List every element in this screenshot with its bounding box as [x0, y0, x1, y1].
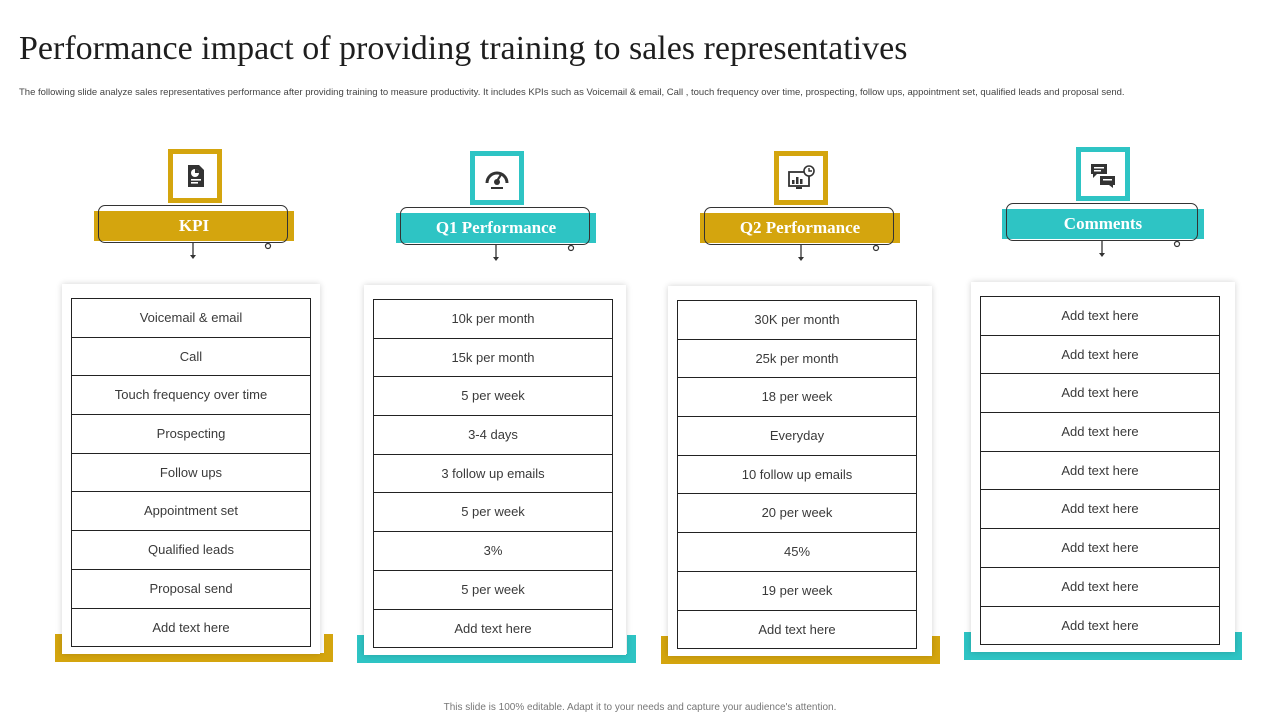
column-kpi: KPI Voicemail & email Call Touch frequen… — [55, 0, 356, 720]
table-cell: 3% — [374, 532, 612, 571]
column-q1-performance: Q1 Performance 10k per month 15k per mon… — [357, 0, 658, 720]
comments-table: Add text here Add text here Add text her… — [980, 296, 1220, 646]
kpi-card: Voicemail & email Call Touch frequency o… — [62, 284, 320, 654]
table-cell: Qualified leads — [72, 531, 310, 570]
table-cell: Add text here — [981, 413, 1219, 452]
kpi-table: Voicemail & email Call Touch frequency o… — [71, 298, 311, 648]
q2-heading: Q2 Performance — [739, 218, 861, 237]
q2-accent-frame — [661, 636, 940, 664]
table-cell: Touch frequency over time — [72, 376, 310, 416]
table-cell: Add text here — [981, 452, 1219, 491]
table-cell: 45% — [678, 533, 916, 572]
table-cell: Add text here — [981, 297, 1219, 336]
monitor-analytics-icon — [788, 165, 815, 189]
comments-connector — [1099, 241, 1181, 257]
table-cell: 25k per month — [678, 340, 916, 379]
q2-icon-box — [774, 151, 828, 205]
table-cell: 20 per week — [678, 494, 916, 534]
table-cell: Voicemail & email — [72, 299, 310, 338]
comments-card: Add text here Add text here Add text her… — [971, 282, 1235, 652]
page-footer: This slide is 100% editable. Adapt it to… — [443, 702, 837, 713]
q1-heading-banner: Q1 Performance — [396, 213, 596, 243]
q2-heading-banner: Q2 Performance — [700, 213, 900, 243]
table-cell: 5 per week — [374, 493, 612, 533]
kpi-icon-box — [168, 149, 222, 203]
speedometer-icon — [485, 171, 509, 189]
chat-bubbles-icon — [1091, 164, 1115, 188]
q2-table: 30K per month 25k per month 18 per week … — [677, 300, 917, 650]
table-cell: Add text here — [758, 621, 836, 637]
table-cell: Add text here — [981, 374, 1219, 414]
comments-heading: Comments — [1063, 214, 1143, 233]
kpi-heading: KPI — [178, 216, 210, 235]
table-cell: Call — [72, 338, 310, 377]
table-cell: Add text here — [1061, 617, 1139, 633]
comments-icon-box — [1076, 147, 1130, 201]
q2-connector — [798, 245, 880, 261]
table-cell: Everyday — [678, 417, 916, 456]
page-subtitle: The following slide analyze sales repres… — [19, 87, 1125, 98]
q1-heading: Q1 Performance — [435, 218, 557, 237]
table-cell: 3-4 days — [374, 416, 612, 455]
table-cell: 19 per week — [678, 572, 916, 611]
q1-connector — [493, 245, 575, 261]
table-cell: 10k per month — [374, 300, 612, 339]
table-cell: 5 per week — [374, 571, 612, 610]
q1-accent-frame — [357, 635, 636, 663]
table-cell: 18 per week — [678, 378, 916, 418]
column-comments: Comments Add text here Add text here Add… — [964, 0, 1264, 720]
q1-icon-box — [470, 151, 524, 205]
table-cell: Add text here — [152, 619, 230, 635]
kpi-heading-banner: KPI — [94, 211, 294, 241]
table-cell: Prospecting — [72, 415, 310, 454]
table-cell: 30K per month — [678, 301, 916, 340]
page-title: Performance impact of providing training… — [19, 30, 908, 67]
table-cell: 10 follow up emails — [678, 456, 916, 495]
table-cell: Proposal send — [72, 570, 310, 609]
q1-card: 10k per month 15k per month 5 per week 3… — [364, 285, 626, 655]
table-cell: 5 per week — [374, 377, 612, 417]
column-q2-performance: Q2 Performance 30K per month 25k per mon… — [661, 0, 962, 720]
comments-accent-frame — [964, 632, 1242, 660]
table-cell: Add text here — [981, 490, 1219, 530]
report-document-icon — [188, 165, 204, 187]
table-cell: Add text here — [981, 336, 1219, 375]
q1-table: 10k per month 15k per month 5 per week 3… — [373, 299, 613, 649]
comments-heading-banner: Comments — [1002, 209, 1204, 239]
kpi-accent-frame — [55, 634, 333, 662]
table-cell: 3 follow up emails — [374, 455, 612, 494]
table-cell: Follow ups — [72, 454, 310, 493]
table-cell: Appointment set — [72, 492, 310, 532]
table-cell: 15k per month — [374, 339, 612, 378]
table-cell: Add text here — [981, 529, 1219, 568]
kpi-connector — [190, 243, 272, 259]
table-cell: Add text here — [981, 568, 1219, 607]
q2-card: 30K per month 25k per month 18 per week … — [668, 286, 932, 656]
table-cell: Add text here — [454, 620, 532, 636]
